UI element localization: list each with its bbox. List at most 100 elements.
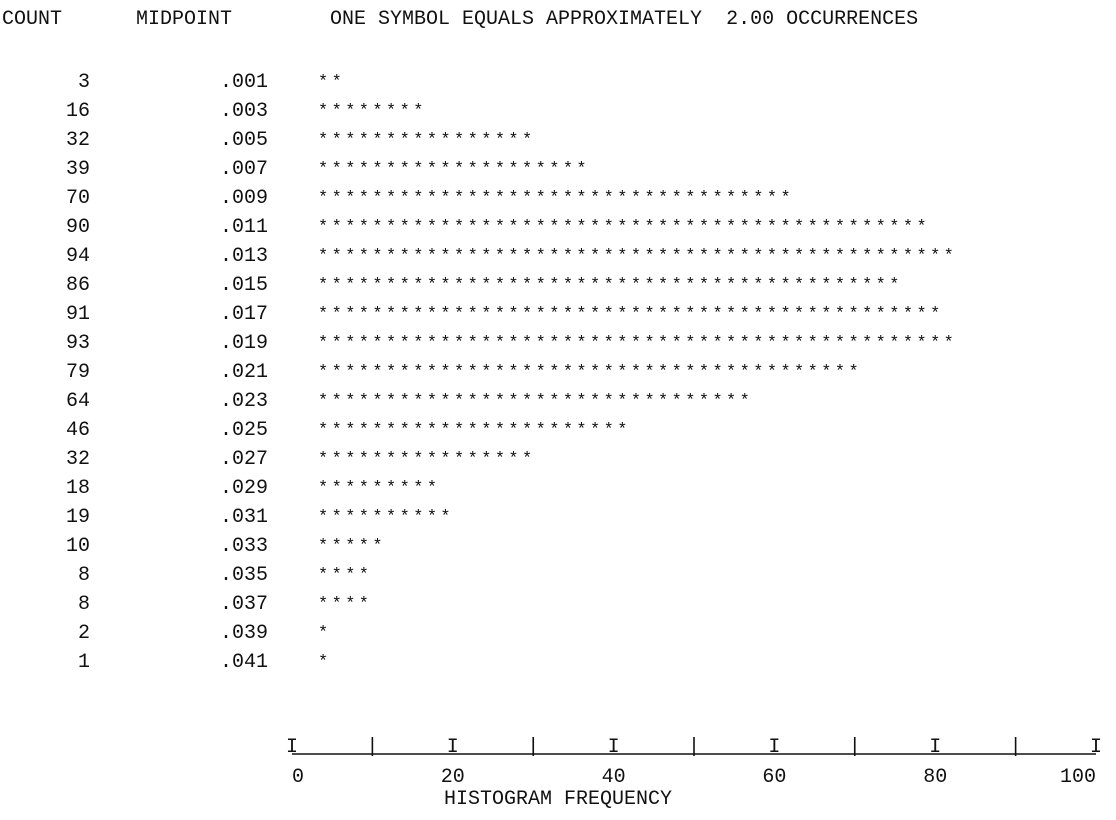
midpoint-value: .011 xyxy=(220,216,269,239)
histogram-bar: **************** xyxy=(318,450,536,469)
histogram-bar: ******************** xyxy=(318,160,591,179)
axis-minor-tick: | xyxy=(1010,736,1022,759)
histogram-bar: ********** xyxy=(318,508,455,527)
count-value: 3 xyxy=(77,71,90,94)
histogram-bar: **** xyxy=(318,566,373,585)
axis-major-tick: I xyxy=(447,736,459,759)
count-value: 2 xyxy=(77,622,90,645)
histogram-row: 79 .021 **********************************… xyxy=(0,358,1116,387)
count-value: 32 xyxy=(65,129,90,152)
midpoint-value: .021 xyxy=(220,361,269,384)
count-value: 64 xyxy=(65,390,90,413)
count-value: 10 xyxy=(65,535,90,558)
count-value: 8 xyxy=(77,564,90,587)
histogram-row: 8 .035 **** xyxy=(0,561,1116,590)
midpoint-value: .005 xyxy=(220,129,269,152)
histogram-row: 90 .011 **********************************… xyxy=(0,213,1116,242)
histogram-row: 32 .005 **************** xyxy=(0,126,1116,155)
histogram-row: 46 .025 *********************** xyxy=(0,416,1116,445)
midpoint-value: .013 xyxy=(220,245,269,268)
histogram-bar: ** xyxy=(318,73,346,92)
midpoint-value: .025 xyxy=(220,419,269,442)
histogram-bar: ***** xyxy=(318,537,387,556)
histogram-bar: *********************** xyxy=(318,421,631,440)
histogram-bar: ********* xyxy=(318,479,441,498)
histogram-bar: ****************************************… xyxy=(318,305,944,324)
count-value: 46 xyxy=(65,419,90,442)
histogram-bar: ****************************************… xyxy=(318,276,903,295)
count-value: 39 xyxy=(65,158,90,181)
axis-tick-label: 40 xyxy=(602,766,626,789)
midpoint-value: .001 xyxy=(220,71,269,94)
histogram-bar: * xyxy=(318,624,332,643)
histogram-row: 16 .003 ******** xyxy=(0,97,1116,126)
midpoint-value: .041 xyxy=(220,651,269,674)
midpoint-value: .029 xyxy=(220,477,269,500)
histogram-bar: ****************************************… xyxy=(318,247,958,266)
midpoint-value: .035 xyxy=(220,564,269,587)
midpoint-value: .019 xyxy=(220,332,269,355)
histogram-row: 91 .017 **********************************… xyxy=(0,300,1116,329)
midpoint-value: .017 xyxy=(220,303,269,326)
histogram-bar: ****************************************… xyxy=(318,218,931,237)
histogram-row: 8 .037 **** xyxy=(0,590,1116,619)
midpoint-value: .027 xyxy=(220,448,269,471)
axis-major-tick: I xyxy=(929,736,941,759)
axis-tick-label: 100 xyxy=(1060,766,1096,789)
midpoint-column-header: MIDPOINT xyxy=(136,8,233,31)
axis-major-tick: I xyxy=(608,736,620,759)
histogram-row: 93 .019 **********************************… xyxy=(0,329,1116,358)
histogram-row: 64 .023 ******************************** xyxy=(0,387,1116,416)
axis-tick-label: 80 xyxy=(923,766,947,789)
histogram-bar: **************** xyxy=(318,131,536,150)
histogram-bar: ****************************************… xyxy=(318,334,958,353)
count-value: 94 xyxy=(65,245,90,268)
count-value: 19 xyxy=(65,506,90,529)
axis-minor-tick: | xyxy=(688,736,700,759)
symbol-scale-note: ONE SYMBOL EQUALS APPROXIMATELY 2.00 OCC… xyxy=(330,8,919,31)
histogram-bar: **** xyxy=(318,595,373,614)
midpoint-value: .009 xyxy=(220,187,269,210)
midpoint-value: .033 xyxy=(220,535,269,558)
histogram-row: 19 .031 ********** xyxy=(0,503,1116,532)
histogram-bar: **************************************** xyxy=(318,363,863,382)
count-value: 86 xyxy=(65,274,90,297)
count-value: 18 xyxy=(65,477,90,500)
midpoint-value: .031 xyxy=(220,506,269,529)
frequency-axis: I | I | I | I | I | I 0 20 40 60 80 100 xyxy=(286,736,1102,789)
count-value: 90 xyxy=(65,216,90,239)
count-value: 70 xyxy=(65,187,90,210)
midpoint-value: .039 xyxy=(220,622,269,645)
count-value: 91 xyxy=(65,303,90,326)
histogram-bar: *********************************** xyxy=(318,189,795,208)
count-value: 32 xyxy=(65,448,90,471)
midpoint-value: .023 xyxy=(220,390,269,413)
midpoint-value: .003 xyxy=(220,100,269,123)
histogram-row: 1 .041 * xyxy=(0,648,1116,677)
axis-tick-label: 20 xyxy=(441,766,465,789)
count-value: 1 xyxy=(77,651,90,674)
axis-major-tick: I xyxy=(1090,736,1102,759)
histogram-row: 3 .001 ** xyxy=(0,68,1116,97)
histogram-row: 2 .039 * xyxy=(0,619,1116,648)
histogram-bar: ******************************** xyxy=(318,392,754,411)
count-value: 79 xyxy=(65,361,90,384)
axis-major-tick: I xyxy=(286,736,298,759)
histogram-bar: ******** xyxy=(318,102,427,121)
count-value: 93 xyxy=(65,332,90,355)
axis-major-tick: I xyxy=(768,736,780,759)
midpoint-value: .007 xyxy=(220,158,269,181)
count-column-header: COUNT xyxy=(2,8,63,31)
histogram-bar: * xyxy=(318,653,332,672)
axis-tick-label: 60 xyxy=(762,766,786,789)
midpoint-value: .015 xyxy=(220,274,269,297)
count-value: 16 xyxy=(65,100,90,123)
histogram-row: 10 .033 ***** xyxy=(0,532,1116,561)
axis-tick-label: 0 xyxy=(292,766,304,789)
x-axis-label: HISTOGRAM FREQUENCY xyxy=(443,788,673,811)
axis-minor-tick: | xyxy=(527,736,539,759)
histogram-row: 94 .013 **********************************… xyxy=(0,242,1116,271)
axis-minor-tick: | xyxy=(366,736,378,759)
histogram-row: 86 .015 **********************************… xyxy=(0,271,1116,300)
axis-minor-tick: | xyxy=(849,736,861,759)
